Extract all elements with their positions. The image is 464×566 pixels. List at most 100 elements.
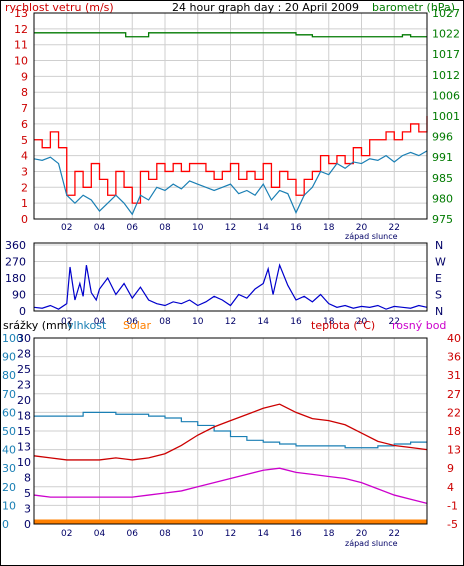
x-tick-label: 16 bbox=[290, 317, 302, 327]
direction-tick-label: 360 bbox=[5, 239, 26, 252]
x-tick-label: 10 bbox=[192, 529, 204, 539]
direction-tick-label: 90 bbox=[12, 289, 26, 302]
x-tick-label: 06 bbox=[127, 223, 139, 233]
x-tick-label: 20 bbox=[356, 529, 368, 539]
rain-tick-label: 3 bbox=[24, 503, 31, 516]
x-tick-label: 22 bbox=[389, 317, 400, 327]
solar-label: Solar bbox=[123, 319, 152, 332]
humidity-tick-label: 50 bbox=[2, 425, 16, 438]
temperature-tick-label: 18 bbox=[447, 425, 461, 438]
humidity-tick-label: 70 bbox=[2, 388, 16, 401]
wind-tick-label: 11 bbox=[14, 39, 28, 52]
temperature-humidity-panel: srážky (mm) vlhkost Solar teplota (°C) r… bbox=[2, 319, 461, 548]
humidity-tick-label: 100 bbox=[2, 332, 23, 345]
rain-tick-label: 20 bbox=[17, 394, 31, 407]
pressure-tick-label: 1001 bbox=[432, 110, 460, 123]
humidity-tick-label: 20 bbox=[2, 481, 16, 494]
pressure-tick-label: 1027 bbox=[432, 7, 460, 20]
wind-pressure-panel: rychlost vetru (m/s) 24 hour graph day :… bbox=[5, 1, 460, 241]
x-tick-label: 16 bbox=[290, 529, 302, 539]
x-tick-label: 10 bbox=[192, 223, 204, 233]
humidity-tick-label: 30 bbox=[2, 462, 16, 475]
x-tick-label: 18 bbox=[323, 223, 335, 233]
rain-tick-label: 25 bbox=[17, 363, 31, 376]
rain-tick-label: 18 bbox=[17, 410, 31, 423]
rain-tick-label: 15 bbox=[17, 425, 31, 438]
pressure-axis-label: barometr (hPa) bbox=[372, 1, 455, 14]
wind-tick-label: 8 bbox=[21, 86, 28, 99]
wind-axis-label: rychlost vetru (m/s) bbox=[5, 1, 114, 14]
plot-border bbox=[33, 242, 428, 312]
rain-tick-label: 0 bbox=[24, 518, 31, 531]
compass-tick-label: E bbox=[435, 272, 442, 285]
plot-border bbox=[33, 337, 428, 525]
rain-tick-label: 10 bbox=[17, 456, 31, 469]
temperature-tick-label: 13 bbox=[447, 444, 461, 457]
x-tick-label: 14 bbox=[258, 529, 270, 539]
humidity-tick-label: 0 bbox=[2, 518, 9, 531]
sunset-note: západ slunce bbox=[345, 232, 398, 241]
x-tick-label: 12 bbox=[225, 223, 236, 233]
x-tick-label: 16 bbox=[290, 223, 302, 233]
wind-tick-label: 2 bbox=[21, 181, 28, 194]
wind-tick-label: 0 bbox=[21, 213, 28, 226]
rain-tick-label: 30 bbox=[17, 332, 31, 345]
x-tick-label: 22 bbox=[389, 529, 400, 539]
temperature-axis-label: teplota (°C) bbox=[311, 319, 375, 332]
humidity-tick-label: 40 bbox=[2, 444, 16, 457]
direction-tick-label: 180 bbox=[5, 272, 26, 285]
x-tick-label: 02 bbox=[61, 529, 72, 539]
wind-tick-label: 5 bbox=[21, 134, 28, 147]
wind-direction-line bbox=[33, 263, 428, 310]
compass-tick-label: W bbox=[435, 256, 446, 269]
temperature-tick-label: -1 bbox=[447, 499, 458, 512]
humidity-tick-label: 10 bbox=[2, 499, 16, 512]
direction-tick-label: 0 bbox=[19, 305, 26, 318]
compass-tick-label: N bbox=[435, 239, 443, 252]
humidity-label: vlhkost bbox=[67, 319, 107, 332]
wind-tick-label: 9 bbox=[21, 70, 28, 83]
wind-tick-label: 3 bbox=[21, 165, 28, 178]
x-tick-label: 12 bbox=[225, 317, 236, 327]
wind-tick-label: 6 bbox=[21, 118, 28, 131]
x-tick-label: 10 bbox=[192, 317, 204, 327]
temperature-tick-label: 36 bbox=[447, 351, 461, 364]
pressure-tick-label: 985 bbox=[432, 172, 453, 185]
x-tick-label: 06 bbox=[127, 317, 139, 327]
temperature-tick-label: 31 bbox=[447, 369, 461, 382]
rain-tick-label: 23 bbox=[17, 379, 31, 392]
wind-tick-label: 1 bbox=[21, 197, 28, 210]
x-tick-label: 02 bbox=[61, 223, 72, 233]
wind-tick-label: 4 bbox=[21, 150, 28, 163]
pressure-tick-label: 1012 bbox=[432, 69, 460, 82]
x-tick-label: 04 bbox=[94, 223, 106, 233]
temperature-tick-label: -5 bbox=[447, 518, 458, 531]
wind-tick-label: 12 bbox=[14, 23, 28, 36]
x-tick-label: 04 bbox=[94, 529, 106, 539]
humidity-tick-label: 60 bbox=[2, 406, 16, 419]
wind-gust-line bbox=[34, 116, 428, 204]
x-tick-label: 14 bbox=[258, 223, 270, 233]
pressure-tick-label: 996 bbox=[432, 131, 453, 144]
temperature-tick-label: 9 bbox=[447, 462, 454, 475]
temperature-line bbox=[33, 403, 428, 461]
temperature-tick-label: 22 bbox=[447, 406, 461, 419]
humidity-line bbox=[34, 411, 427, 449]
pressure-tick-label: 1017 bbox=[432, 48, 460, 61]
x-tick-label: 08 bbox=[159, 317, 171, 327]
wind-tick-label: 13 bbox=[14, 7, 28, 20]
chart-title: 24 hour graph day : 20 April 2009 bbox=[172, 1, 359, 14]
x-tick-label: 06 bbox=[127, 529, 139, 539]
temperature-tick-label: 27 bbox=[447, 388, 461, 401]
wind-tick-label: 7 bbox=[21, 102, 28, 115]
temperature-tick-label: 40 bbox=[447, 332, 461, 345]
x-tick-label: 08 bbox=[159, 223, 171, 233]
pressure-tick-label: 1022 bbox=[432, 28, 460, 41]
x-tick-label: 04 bbox=[94, 317, 106, 327]
x-tick-label: 20 bbox=[356, 317, 368, 327]
pressure-tick-label: 991 bbox=[432, 151, 453, 164]
x-tick-label: 20 bbox=[356, 223, 368, 233]
pressure-tick-label: 975 bbox=[432, 213, 453, 226]
dewpoint-line bbox=[33, 467, 428, 504]
